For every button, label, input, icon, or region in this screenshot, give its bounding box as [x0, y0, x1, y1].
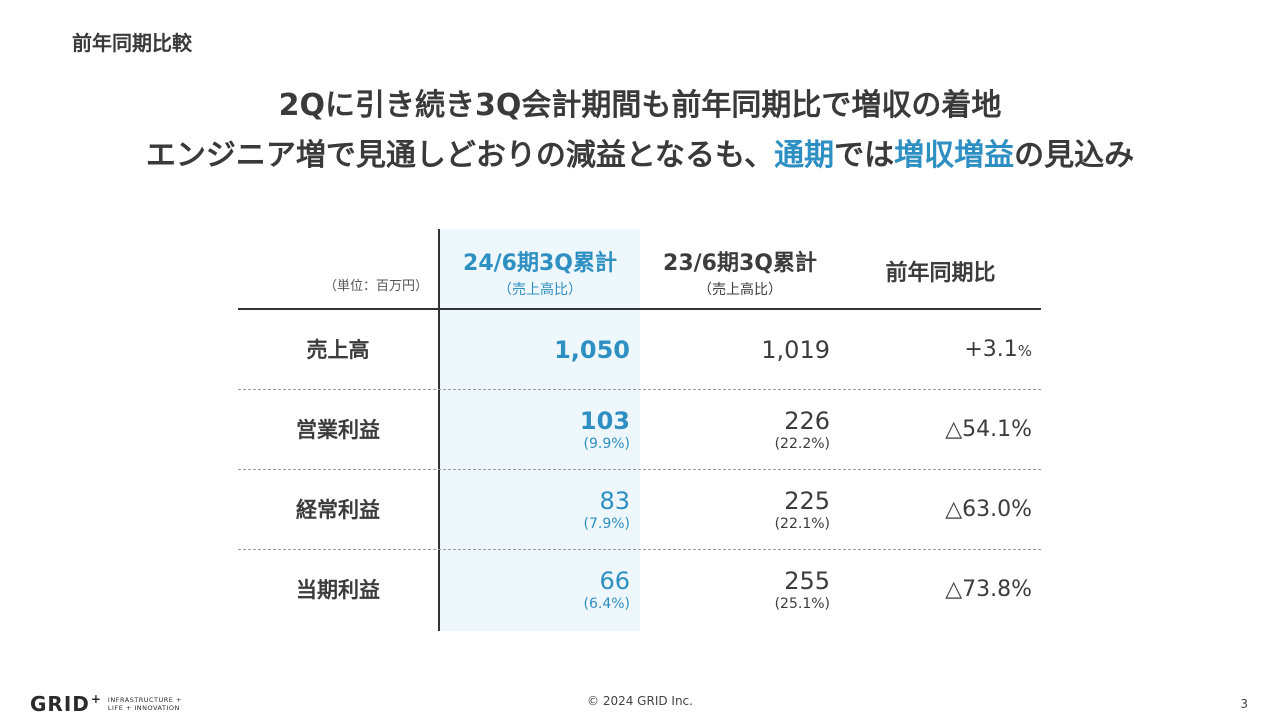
row-label: 売上高	[306, 338, 370, 362]
logo-wordmark: GRID+	[30, 692, 102, 716]
row-label: 当期利益	[296, 578, 380, 602]
previous-ratio: (25.1%)	[774, 596, 830, 612]
column-header-previous-sub: （売上高比）	[698, 282, 782, 298]
previous-ratio: (22.2%)	[774, 436, 830, 452]
column-header-yoy: 前年同期比	[885, 261, 996, 286]
current-period-highlight	[440, 229, 640, 631]
headline-line-2: エンジニア増で見通しどおりの減益となるも、通期では増収増益の見込み	[0, 130, 1280, 174]
table-row-operating-profit: 営業利益 103 (9.9%) 226 (22.2%) △54.1%	[238, 390, 1041, 470]
column-header-previous: 23/6期3Q累計 （売上高比）	[640, 245, 840, 299]
yoy-number: +3.1	[964, 336, 1018, 362]
row-label: 経常利益	[296, 498, 380, 522]
yoy-value-cell: △73.8%	[840, 550, 1032, 630]
table-row-sales: 売上高 1,050 1,019 +3.1%	[238, 310, 1041, 390]
column-header-current: 24/6期3Q累計 （売上高比）	[440, 245, 640, 299]
row-label: 営業利益	[296, 418, 380, 442]
yoy-value-cell: +3.1%	[840, 310, 1032, 390]
previous-ratio: (22.1%)	[774, 516, 830, 532]
previous-value-cell: 226 (22.2%)	[640, 390, 830, 470]
headline-line-2-text-b: では	[834, 138, 895, 173]
current-value-cell: 1,050	[440, 310, 630, 390]
row-divider	[238, 549, 1041, 550]
table-row-ordinary-profit: 経常利益 83 (7.9%) 225 (22.1%) △63.0%	[238, 470, 1041, 550]
headline-line-1: 2Qに引き続き3Q会計期間も前年同期比で増収の着地	[278, 88, 1002, 123]
current-ratio: (9.9%)	[583, 436, 631, 452]
previous-value-cell: 225 (22.1%)	[640, 470, 830, 550]
previous-value: 255	[784, 567, 830, 595]
headline-line-2-text-c: の見込み	[1014, 138, 1135, 173]
column-header-previous-title: 23/6期3Q累計	[663, 251, 817, 276]
logo-tagline-line-1: INFRASTRUCTURE +	[107, 696, 182, 704]
table-vertical-divider	[438, 229, 440, 631]
current-value-cell: 66 (6.4%)	[440, 550, 631, 630]
headline-highlight-growth: 増収増益	[894, 138, 1015, 173]
yoy-value: △73.8%	[945, 577, 1032, 602]
table-row-net-profit: 当期利益 66 (6.4%) 255 (25.1%) △73.8%	[238, 550, 1041, 630]
headline-line-2-text-a: エンジニア増で見通しどおりの減益となるも、	[145, 138, 775, 173]
unit-label: （単位：百万円）	[323, 279, 428, 294]
comparison-table: （単位：百万円） 24/6期3Q累計 （売上高比） 23/6期3Q累計 （売上高…	[238, 229, 1041, 631]
previous-value-cell: 255 (25.1%)	[640, 550, 830, 630]
current-value: 1,050	[554, 336, 630, 364]
previous-value: 226	[784, 407, 830, 435]
column-header-current-title: 24/6期3Q累計	[463, 251, 617, 276]
yoy-value-cell: △63.0%	[840, 470, 1032, 550]
logo-tagline-line-2: LIFE + INNOVATION	[107, 704, 180, 712]
row-divider	[238, 469, 1041, 470]
yoy-value-cell: △54.1%	[840, 390, 1032, 470]
current-value: 66	[599, 567, 630, 595]
current-ratio: (6.4%)	[583, 596, 631, 612]
current-value: 83	[599, 487, 630, 515]
current-ratio: (7.9%)	[583, 516, 631, 532]
logo-plus: +	[90, 692, 102, 707]
page-number: 3	[1240, 697, 1248, 711]
yoy-value: +3.1%	[964, 336, 1032, 365]
headline-highlight-full-year: 通期	[774, 138, 835, 173]
logo-tagline: INFRASTRUCTURE + LIFE + INNOVATION	[108, 696, 182, 712]
previous-value: 225	[784, 487, 830, 515]
current-value: 103	[579, 407, 630, 435]
yoy-value: △63.0%	[945, 497, 1032, 522]
yoy-unit: %	[1017, 341, 1032, 360]
column-header-current-sub: （売上高比）	[498, 282, 582, 298]
company-logo: GRID+ INFRASTRUCTURE + LIFE + INNOVATION	[30, 692, 182, 716]
current-value-cell: 83 (7.9%)	[440, 470, 631, 550]
copyright: © 2024 GRID Inc.	[587, 694, 693, 708]
previous-value: 1,019	[761, 336, 830, 364]
row-divider	[238, 389, 1041, 390]
section-label: 前年同期比較	[72, 31, 192, 55]
yoy-value: △54.1%	[945, 417, 1032, 442]
table-header-divider	[238, 308, 1041, 310]
logo-text: GRID	[30, 692, 90, 716]
current-value-cell: 103 (9.9%)	[440, 390, 630, 470]
previous-value-cell: 1,019	[640, 310, 830, 390]
